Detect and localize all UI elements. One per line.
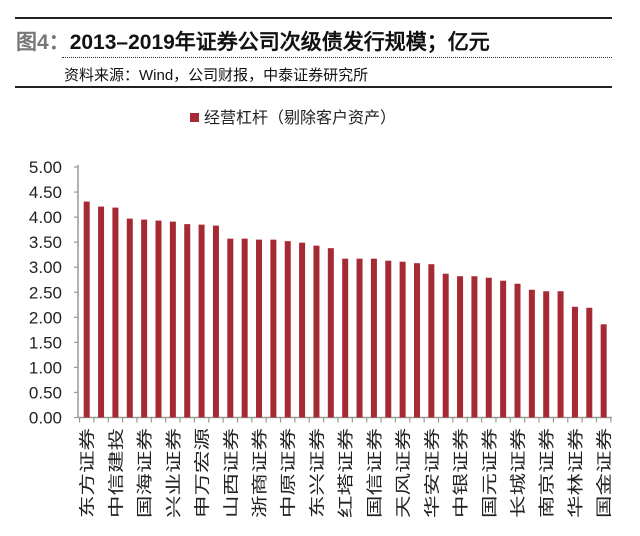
- bar: [141, 219, 148, 418]
- bar: [557, 291, 564, 418]
- bar: [198, 224, 205, 418]
- bar: [284, 241, 291, 418]
- bar: [270, 239, 277, 418]
- x-tick-label: 天风证券: [394, 428, 413, 518]
- x-tick-label: 山西证券: [221, 428, 240, 518]
- bar: [514, 283, 521, 418]
- bar: [98, 206, 105, 418]
- bar: [155, 220, 162, 418]
- bar: [385, 260, 392, 418]
- x-tick-label: 国金证券: [595, 428, 614, 518]
- bar: [457, 276, 464, 418]
- x-tick-label: 华安证券: [422, 428, 441, 518]
- y-tick-label: 3.50: [29, 233, 62, 252]
- x-tick-label: 中原证券: [279, 428, 298, 518]
- x-tick-label: 长城证券: [509, 428, 528, 518]
- y-tick-label: 2.00: [29, 308, 62, 327]
- x-tick-label: 浙商证券: [250, 428, 269, 518]
- legend-swatch: [190, 113, 199, 122]
- bar: [112, 207, 119, 418]
- x-tick-label: 中信建投: [106, 428, 125, 518]
- bar: [241, 238, 248, 418]
- bar: [586, 307, 593, 418]
- y-tick-label: 4.50: [29, 183, 62, 202]
- x-tick-label: 东方证券: [78, 428, 97, 518]
- y-tick-label: 4.00: [29, 208, 62, 227]
- bar: [227, 238, 234, 418]
- bar: [299, 242, 306, 418]
- top-rule: [15, 17, 612, 19]
- x-tick-label: 国信证券: [365, 428, 384, 518]
- x-tick-label: 国元证券: [480, 428, 499, 518]
- bar: [471, 276, 478, 418]
- dotted-divider: [62, 57, 612, 58]
- bar: [413, 263, 420, 418]
- bottom-rule: [15, 86, 612, 88]
- x-tick-label: 申万宏源: [193, 428, 212, 518]
- bar: [356, 258, 363, 418]
- bar: [212, 225, 219, 418]
- bar: [342, 258, 349, 418]
- x-tick-label: 南京证券: [537, 428, 556, 518]
- x-tick-label: 红塔证券: [336, 428, 355, 518]
- bar: [399, 261, 406, 418]
- x-tick-label: 中银证券: [451, 428, 470, 518]
- y-tick-label: 1.00: [29, 358, 62, 377]
- y-tick-label: 0.00: [29, 409, 62, 428]
- bar: [543, 291, 550, 418]
- bar: [442, 273, 449, 418]
- bar: [184, 224, 191, 418]
- bar: [313, 245, 320, 418]
- bar: [169, 221, 176, 418]
- figure-label: 图4：: [16, 31, 70, 54]
- bar: [370, 258, 377, 418]
- bar: [428, 264, 435, 418]
- bar: [600, 324, 607, 418]
- y-tick-label: 1.50: [29, 333, 62, 352]
- x-tick-label: 华林证券: [566, 428, 585, 518]
- y-tick-label: 2.50: [29, 283, 62, 302]
- figure-title: 图4：2013–2019年证券公司次级债发行规模；亿元: [16, 26, 490, 56]
- x-tick-label: 东兴证券: [307, 428, 326, 518]
- x-tick-label: 国海证券: [135, 428, 154, 518]
- bar: [327, 248, 334, 418]
- title-text: 2013–2019年证券公司次级债发行规模；亿元: [69, 31, 490, 54]
- y-tick-label: 0.50: [29, 383, 62, 402]
- y-tick-label: 5.00: [29, 158, 62, 177]
- bar: [528, 289, 535, 418]
- bar: [500, 280, 507, 418]
- bar: [485, 277, 492, 418]
- legend-label: 经营杠杆（剔除客户资产）: [204, 108, 396, 127]
- y-tick-label: 3.00: [29, 258, 62, 277]
- bar: [83, 201, 90, 418]
- x-tick-label: 兴业证券: [164, 428, 183, 518]
- source-note: 资料来源：Wind，公司财报，中泰证券研究所: [64, 67, 369, 84]
- bar: [256, 239, 263, 418]
- bar: [126, 218, 133, 418]
- bar: [571, 306, 578, 418]
